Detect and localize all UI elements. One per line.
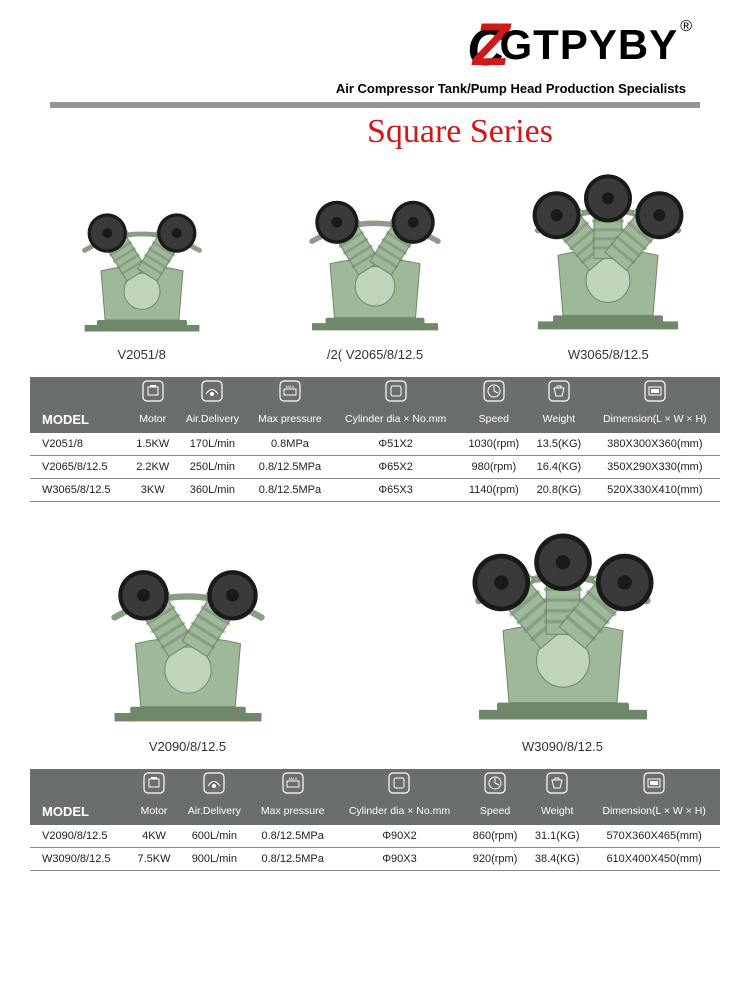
col-header: Max pressure (248, 405, 332, 433)
spec-cell: 1030(rpm) (459, 433, 528, 456)
product-item: /2( V2065/8/12.5 (263, 186, 486, 362)
col-icon (464, 769, 526, 797)
spec-row: V2065/8/12.52.2KW250L/min0.8/12.5MPaΦ65X… (30, 456, 720, 479)
product-row-1: V2051/8/2( V2065/8/12.5 W3065/8/12.5 (0, 159, 750, 367)
spec-cell: 900L/min (178, 848, 250, 871)
spec-row: V2090/8/12.54KW600L/min0.8/12.5MPaΦ90X28… (30, 825, 720, 848)
spec-cell: 380X300X360(mm) (590, 433, 720, 456)
spec-cell: 170L/min (177, 433, 248, 456)
spec-cell: V2065/8/12.5 (30, 456, 129, 479)
series-title: Square Series (0, 113, 750, 151)
col-icon (528, 377, 590, 405)
catalog-page: Z GTPYBY ® Air Compressor Tank/Pump Head… (0, 0, 750, 911)
col-model: MODEL (30, 769, 130, 825)
col-header: Air.Delivery (178, 797, 250, 825)
spec-cell: 0.8/12.5MPa (250, 825, 335, 848)
col-header: Motor (129, 405, 177, 433)
spec-row: V2051/81.5KW170L/min0.8MPaΦ51X21030(rpm)… (30, 433, 720, 456)
spec-cell: 520X330X410(mm) (590, 479, 720, 502)
spec-cell: 250L/min (177, 456, 248, 479)
brand-logo: Z GTPYBY ® (467, 10, 690, 79)
spec-cell: 7.5KW (130, 848, 178, 871)
product-row-2: V2090/8/12.5 W3090/8/12.5 (0, 512, 750, 759)
spec-row: W3065/8/12.53KW360L/min0.8/12.5MPaΦ65X31… (30, 479, 720, 502)
product-label: W3065/8/12.5 (568, 347, 649, 362)
registered-mark: ® (680, 18, 692, 36)
product-label: V2051/8 (117, 347, 165, 362)
col-icon (129, 377, 177, 405)
product-item: W3090/8/12.5 (405, 527, 720, 754)
spec-cell: 20.8(KG) (528, 479, 590, 502)
spec-cell: 0.8/12.5MPa (248, 479, 332, 502)
spec-cell: 610X400X450(mm) (588, 848, 720, 871)
spec-cell: V2051/8 (30, 433, 129, 456)
spec-cell: 980(rpm) (459, 456, 528, 479)
brand-tagline: Air Compressor Tank/Pump Head Production… (0, 81, 690, 96)
logo-text: GTPYBY (500, 21, 679, 69)
col-header: Motor (130, 797, 178, 825)
spec-cell: 360L/min (177, 479, 248, 502)
col-header: Weight (526, 797, 588, 825)
col-icon (332, 377, 460, 405)
header-divider (50, 102, 700, 108)
spec-row: W3090/8/12.57.5KW900L/min0.8/12.5MPaΦ90X… (30, 848, 720, 871)
spec-cell: Φ51X2 (332, 433, 460, 456)
spec-cell: W3065/8/12.5 (30, 479, 129, 502)
product-item: V2090/8/12.5 (30, 553, 345, 755)
page-header: Z GTPYBY ® Air Compressor Tank/Pump Head… (0, 10, 750, 96)
col-header: Dimension(L × W × H) (588, 797, 720, 825)
spec-cell: Φ90X3 (335, 848, 464, 871)
spec-cell: 1140(rpm) (459, 479, 528, 502)
product-label: /2( V2065/8/12.5 (327, 347, 423, 362)
product-label: V2090/8/12.5 (149, 739, 226, 754)
spec-cell: Φ90X2 (335, 825, 464, 848)
svg-text:MAX: MAX (286, 384, 295, 389)
product-item: W3065/8/12.5 (497, 169, 720, 362)
spec-cell: 2.2KW (129, 456, 177, 479)
col-icon (130, 769, 178, 797)
col-header: Speed (464, 797, 526, 825)
spec-cell: 4KW (130, 825, 178, 848)
col-icon (459, 377, 528, 405)
spec-cell: 0.8/12.5MPa (248, 456, 332, 479)
col-header: Speed (459, 405, 528, 433)
spec-cell: Φ65X3 (332, 479, 460, 502)
col-icon (178, 769, 250, 797)
spec-cell: 38.4(KG) (526, 848, 588, 871)
spec-cell: V2090/8/12.5 (30, 825, 130, 848)
col-header: Dimension(L × W × H) (590, 405, 720, 433)
spec-table-1: MODEL MAX MotorAir.DeliveryMax pressureCyl… (30, 377, 720, 502)
spec-cell: Φ65X2 (332, 456, 460, 479)
spec-cell: 570X360X465(mm) (588, 825, 720, 848)
spec-cell: W3090/8/12.5 (30, 848, 130, 871)
spec-cell: 13.5(KG) (528, 433, 590, 456)
spec-table-2: MODEL MAX MotorAir.DeliveryMax pressureCyl… (30, 769, 720, 871)
product-label: W3090/8/12.5 (522, 739, 603, 754)
col-header: Max pressure (250, 797, 335, 825)
col-icon (335, 769, 464, 797)
col-header: Cylinder dia × No.mm (332, 405, 460, 433)
col-icon (590, 377, 720, 405)
spec-cell: 600L/min (178, 825, 250, 848)
spec-cell: 31.1(KG) (526, 825, 588, 848)
spec-cell: 860(rpm) (464, 825, 526, 848)
spec-cell: 0.8MPa (248, 433, 332, 456)
spec-cell: 1.5KW (129, 433, 177, 456)
spec-cell: 3KW (129, 479, 177, 502)
spec-cell: 920(rpm) (464, 848, 526, 871)
col-icon (588, 769, 720, 797)
col-header: Cylinder dia × No.mm (335, 797, 464, 825)
col-model: MODEL (30, 377, 129, 433)
col-icon (526, 769, 588, 797)
product-item: V2051/8 (30, 200, 253, 362)
col-icon: MAX (250, 769, 335, 797)
spec-cell: 0.8/12.5MPa (250, 848, 335, 871)
col-icon: MAX (248, 377, 332, 405)
svg-text:MAX: MAX (288, 776, 297, 781)
col-icon (177, 377, 248, 405)
col-header: Weight (528, 405, 590, 433)
spec-cell: 16.4(KG) (528, 456, 590, 479)
spec-cell: 350X290X330(mm) (590, 456, 720, 479)
col-header: Air.Delivery (177, 405, 248, 433)
